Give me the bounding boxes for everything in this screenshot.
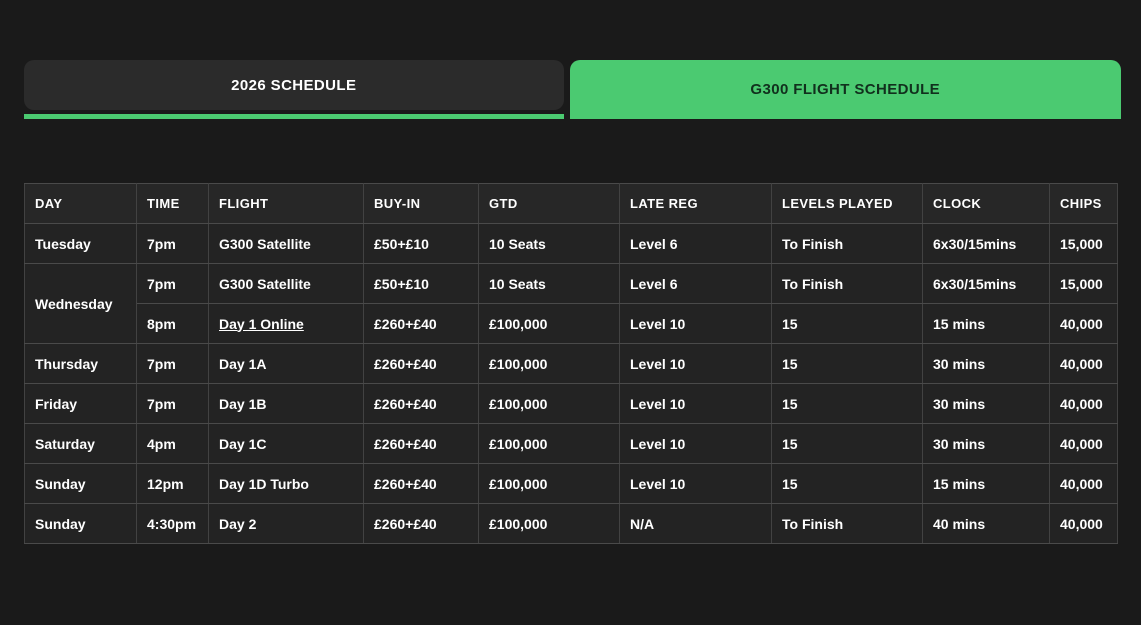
tab-g300-flight-schedule[interactable]: G300 FLIGHT SCHEDULE xyxy=(569,60,1121,119)
cell-day: Saturday xyxy=(24,423,137,464)
table-header-row: DAY TIME FLIGHT BUY-IN GTD LATE REG LEVELS PLA… xyxy=(24,183,1118,224)
cell-flight: Day 1A xyxy=(208,343,364,384)
column-header-time: TIME xyxy=(136,183,209,224)
cell-clock: 30 mins xyxy=(922,383,1050,424)
cell-clock: 6x30/15mins xyxy=(922,263,1050,304)
column-header-late-reg: LATE REG xyxy=(619,183,772,224)
cell-time: 7pm xyxy=(136,223,209,264)
column-header-clock: CLOCK xyxy=(922,183,1050,224)
cell-buy-in: £260+£40 xyxy=(363,343,479,384)
cell-day: Friday xyxy=(24,383,137,424)
cell-levels-played: To Finish xyxy=(771,223,923,264)
cell-clock: 6x30/15mins xyxy=(922,223,1050,264)
cell-day: Tuesday xyxy=(24,223,137,264)
cell-buy-in: £260+£40 xyxy=(363,503,479,544)
cell-chips: 40,000 xyxy=(1049,343,1118,384)
column-header-flight: FLIGHT xyxy=(208,183,364,224)
cell-clock: 15 mins xyxy=(922,303,1050,344)
cell-levels-played: To Finish xyxy=(771,263,923,304)
cell-day: Thursday xyxy=(24,343,137,384)
cell-chips: 15,000 xyxy=(1049,263,1118,304)
cell-time: 7pm xyxy=(136,383,209,424)
table-row: Thursday 7pm Day 1A £260+£40 £100,000 Level 1… xyxy=(24,343,1118,384)
cell-chips: 40,000 xyxy=(1049,423,1118,464)
cell-late-reg: Level 10 xyxy=(619,463,772,504)
cell-time: 12pm xyxy=(136,463,209,504)
cell-late-reg: Level 6 xyxy=(619,263,772,304)
cell-clock: 40 mins xyxy=(922,503,1050,544)
cell-gtd: 10 Seats xyxy=(478,223,620,264)
table-row: Friday 7pm Day 1B £260+£40 £100,000 Level 10 1… xyxy=(24,383,1118,424)
cell-gtd: £100,000 xyxy=(478,303,620,344)
cell-chips: 40,000 xyxy=(1049,383,1118,424)
cell-day: Sunday xyxy=(24,503,137,544)
cell-buy-in: £260+£40 xyxy=(363,303,479,344)
table-row: Tuesday 7pm G300 Satellite £50+£10 10 Seats L… xyxy=(24,223,1118,264)
cell-chips: 40,000 xyxy=(1049,503,1118,544)
cell-flight: Day 1B xyxy=(208,383,364,424)
cell-flight: Day 1C xyxy=(208,423,364,464)
cell-flight: Day 2 xyxy=(208,503,364,544)
cell-time: 7pm xyxy=(136,263,209,304)
flight-schedule-table: DAY TIME FLIGHT BUY-IN GTD LATE REG LEVELS PLA… xyxy=(24,183,1118,544)
cell-flight: Day 1 Online xyxy=(208,303,364,344)
cell-flight: Day 1D Turbo xyxy=(208,463,364,504)
cell-late-reg: Level 10 xyxy=(619,303,772,344)
table-row: 8pm Day 1 Online £260+£40 £100,000 Level 10 1… xyxy=(25,303,1118,344)
cell-levels-played: 15 xyxy=(771,423,923,464)
cell-gtd: £100,000 xyxy=(478,423,620,464)
tab-2026-schedule[interactable]: 2026 SCHEDULE xyxy=(24,60,564,110)
table-row: Sunday 4:30pm Day 2 £260+£40 £100,000 N/A To F… xyxy=(24,503,1118,544)
cell-gtd: £100,000 xyxy=(478,383,620,424)
column-header-gtd: GTD xyxy=(478,183,620,224)
cell-chips: 40,000 xyxy=(1049,463,1118,504)
cell-late-reg: Level 10 xyxy=(619,383,772,424)
cell-gtd: 10 Seats xyxy=(478,263,620,304)
cell-gtd: £100,000 xyxy=(478,503,620,544)
cell-flight: G300 Satellite xyxy=(208,263,364,304)
cell-gtd: £100,000 xyxy=(478,343,620,384)
cell-buy-in: £260+£40 xyxy=(363,383,479,424)
cell-levels-played: 15 xyxy=(771,343,923,384)
table-row: Wednesday 7pm G300 Satellite £50+£10 10 Seat… xyxy=(24,263,1118,344)
cell-clock: 15 mins xyxy=(922,463,1050,504)
cell-levels-played: To Finish xyxy=(771,503,923,544)
cell-buy-in: £50+£10 xyxy=(363,263,479,304)
cell-gtd: £100,000 xyxy=(478,463,620,504)
schedule-tabbar: 2026 SCHEDULE G300 FLIGHT SCHEDULE xyxy=(24,60,1121,119)
cell-late-reg: Level 10 xyxy=(619,423,772,464)
table-row: Sunday 12pm Day 1D Turbo £260+£40 £100,000 Le… xyxy=(24,463,1118,504)
cell-late-reg: Level 6 xyxy=(619,223,772,264)
cell-time: 7pm xyxy=(136,343,209,384)
cell-day: Wednesday xyxy=(24,263,137,344)
column-header-levels-played: LEVELS PLAYED xyxy=(771,183,923,224)
cell-late-reg: N/A xyxy=(619,503,772,544)
cell-levels-played: 15 xyxy=(771,303,923,344)
cell-late-reg: Level 10 xyxy=(619,343,772,384)
table-row: Saturday 4pm Day 1C £260+£40 £100,000 Level 1… xyxy=(24,423,1118,464)
cell-time: 4:30pm xyxy=(136,503,209,544)
column-header-chips: CHIPS xyxy=(1049,183,1118,224)
cell-day: Sunday xyxy=(24,463,137,504)
cell-clock: 30 mins xyxy=(922,423,1050,464)
active-tab-underline xyxy=(24,114,564,119)
cell-chips: 40,000 xyxy=(1049,303,1118,344)
cell-flight: G300 Satellite xyxy=(208,223,364,264)
cell-chips: 15,000 xyxy=(1049,223,1118,264)
cell-buy-in: £50+£10 xyxy=(363,223,479,264)
cell-levels-played: 15 xyxy=(771,463,923,504)
tab-2026-schedule-wrap: 2026 SCHEDULE xyxy=(24,60,564,119)
cell-levels-played: 15 xyxy=(771,383,923,424)
cell-buy-in: £260+£40 xyxy=(363,423,479,464)
column-header-buy-in: BUY-IN xyxy=(363,183,479,224)
cell-time: 4pm xyxy=(136,423,209,464)
flight-link[interactable]: Day 1 Online xyxy=(219,315,304,332)
cell-clock: 30 mins xyxy=(922,343,1050,384)
cell-buy-in: £260+£40 xyxy=(363,463,479,504)
cell-time: 8pm xyxy=(136,303,209,344)
column-header-day: DAY xyxy=(24,183,137,224)
